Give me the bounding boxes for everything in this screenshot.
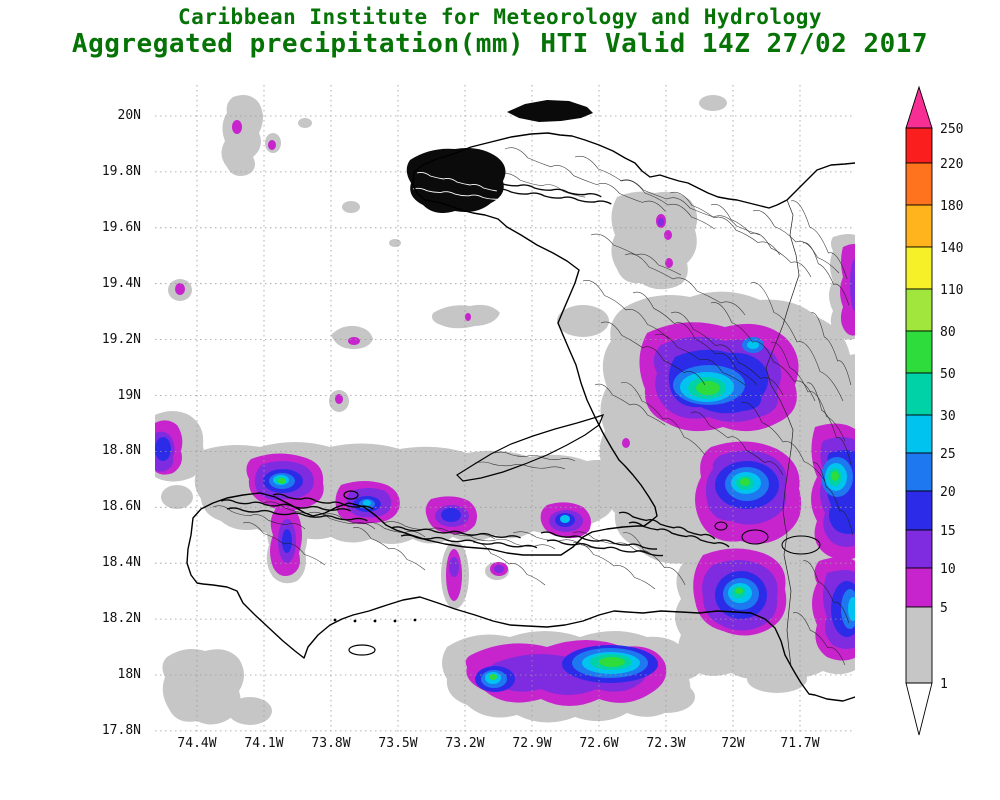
latitude-axis: 20N 19.8N 19.6N 19.4N 19.2N 19N 18.8N 18.6N 18.4… <box>0 85 148 738</box>
colorbar-segment <box>905 567 933 608</box>
colorbar-arrow-top <box>905 85 933 129</box>
colorbar-svg: 250 220 180 140 110 80 50 30 25 20 15 10 5 1 <box>905 85 963 736</box>
colorbar-tick-label: 140 <box>940 241 963 256</box>
lon-tick-label: 72.9W <box>512 736 552 751</box>
lon-tick-label: 73.5W <box>378 736 418 751</box>
lon-tick-label: 71.7W <box>780 736 820 751</box>
colorbar-segment <box>905 246 933 290</box>
lon-tick-label: 74.4W <box>177 736 217 751</box>
colorbar-tick-label: 30 <box>940 409 956 424</box>
colorbar-tick-label: 50 <box>940 367 956 382</box>
colorbar-tick-label: 20 <box>940 485 956 500</box>
colorbar-segment <box>905 162 933 206</box>
lon-tick-label: 73.2W <box>445 736 485 751</box>
colorbar-tick-label: 110 <box>940 283 963 298</box>
lon-tick-label: 72.6W <box>579 736 619 751</box>
colorbar-tick-label: 15 <box>940 524 956 539</box>
colorbar-tick-label: 80 <box>940 325 956 340</box>
colorbar-segment <box>905 288 933 332</box>
colorbar-segment <box>905 372 933 416</box>
terrain-dark-mass <box>406 148 506 213</box>
cayemites-island <box>343 490 359 500</box>
colorbar-segment <box>905 330 933 374</box>
longitude-axis: 74.4W 74.1W 73.8W 73.5W 73.2W 72.9W 72.6W 72.3W… <box>155 736 855 756</box>
coastlines <box>186 132 856 702</box>
colorbar-segment <box>905 204 933 248</box>
lat-tick-label: 18.8N <box>101 443 141 459</box>
islands <box>333 100 605 656</box>
precipitation-shading <box>155 95 855 725</box>
colorbar-segment <box>905 414 933 454</box>
lat-tick-label: 19N <box>117 387 141 403</box>
lat-tick-label: 19.8N <box>101 163 141 179</box>
shade-green <box>278 381 839 680</box>
lakes <box>714 521 821 555</box>
colorbar-tick-label: 250 <box>940 122 963 137</box>
lon-tick-label: 73.8W <box>311 736 351 751</box>
colorbar-segment <box>905 529 933 569</box>
lat-tick-label: 18.6N <box>101 499 141 515</box>
lat-tick-label: 18N <box>117 667 141 682</box>
colorbar-segment <box>905 452 933 492</box>
product-title: Aggregated precipitation(mm) HTI Valid 1… <box>71 29 929 59</box>
lat-tick-label: 18.4N <box>101 555 141 571</box>
lat-tick-label: 19.2N <box>101 331 141 347</box>
lat-tick-label: 19.4N <box>101 275 141 291</box>
colorbar-arrow-bottom <box>905 682 933 736</box>
colorbar-segment <box>905 127 933 164</box>
map-svg <box>155 85 856 733</box>
colorbar-tick-label: 1 <box>940 677 948 692</box>
tortuga-island <box>507 100 593 122</box>
lon-tick-label: 72.3W <box>646 736 686 751</box>
colorbar-tick-label: 25 <box>940 447 956 462</box>
colorbar: 250 220 180 140 110 80 50 30 25 20 15 10 5 1 <box>905 85 980 745</box>
lat-tick-label: 20N <box>117 108 141 123</box>
colorbar-segment <box>905 490 933 531</box>
lon-tick-label: 74.1W <box>244 736 284 751</box>
lat-tick-label: 18.2N <box>101 611 141 627</box>
colorbar-segment <box>905 606 933 684</box>
colorbar-tick-label: 10 <box>940 562 956 577</box>
terrain-texture <box>412 171 498 200</box>
lon-tick-label: 72W <box>721 736 745 751</box>
map-plot-area <box>155 85 856 733</box>
ile-a-vache <box>348 644 376 656</box>
lat-tick-label: 19.6N <box>101 219 141 235</box>
colorbar-tick-label: 5 <box>940 601 948 616</box>
river-lines <box>212 147 854 666</box>
lat-tick-label: 17.8N <box>101 722 141 738</box>
gonave-island <box>456 414 605 482</box>
institute-title: Caribbean Institute for Meteorology and … <box>177 5 822 29</box>
colorbar-tick-label: 220 <box>940 157 963 172</box>
colorbar-tick-label: 180 <box>940 199 963 214</box>
